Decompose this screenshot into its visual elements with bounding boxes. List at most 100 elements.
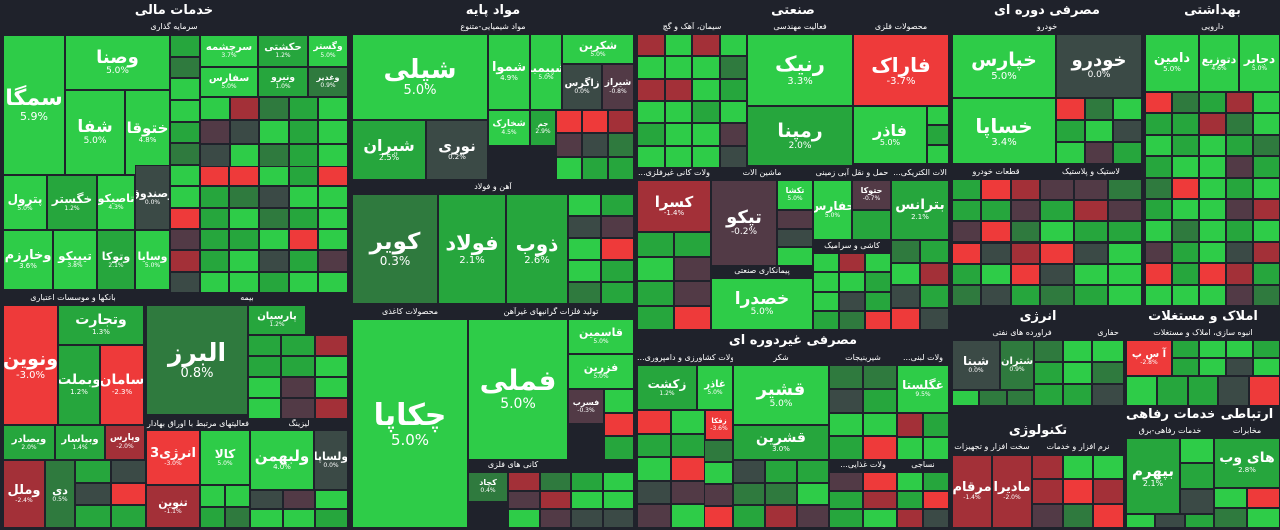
minor-stock-tile[interactable] [719, 145, 747, 168]
minor-stock-tile[interactable] [1126, 376, 1157, 406]
minor-stock-tile[interactable] [765, 460, 797, 483]
minor-stock-tile[interactable] [1092, 362, 1124, 384]
minor-stock-tile[interactable] [719, 101, 747, 124]
minor-stock-tile[interactable] [1145, 113, 1172, 135]
minor-stock-tile[interactable] [1172, 340, 1199, 358]
minor-stock-tile[interactable] [1199, 263, 1226, 285]
minor-stock-tile[interactable] [719, 34, 747, 57]
minor-stock-tile[interactable] [229, 271, 259, 293]
minor-stock-tile[interactable] [200, 143, 230, 167]
stock-tile[interactable]: شپلی 5.0% [352, 34, 488, 120]
minor-stock-tile[interactable] [582, 110, 608, 134]
minor-stock-tile[interactable] [1032, 479, 1063, 504]
minor-stock-tile[interactable] [601, 216, 634, 238]
minor-stock-tile[interactable] [539, 472, 571, 491]
minor-stock-tile[interactable] [1063, 384, 1092, 406]
stock-tile[interactable]: ولساپا 0.0% [314, 430, 348, 490]
minor-stock-tile[interactable] [170, 35, 200, 57]
minor-stock-tile[interactable] [839, 272, 865, 292]
minor-stock-tile[interactable] [1145, 263, 1172, 285]
minor-stock-tile[interactable] [1253, 156, 1280, 178]
minor-stock-tile[interactable] [1172, 177, 1199, 199]
minor-stock-tile[interactable] [863, 388, 897, 413]
minor-stock-tile[interactable] [1010, 179, 1040, 201]
minor-stock-tile[interactable] [671, 504, 705, 528]
minor-stock-tile[interactable] [1172, 156, 1199, 178]
minor-stock-tile[interactable] [813, 272, 839, 292]
minor-stock-tile[interactable] [637, 305, 674, 330]
minor-stock-tile[interactable] [248, 377, 282, 398]
minor-stock-tile[interactable] [288, 97, 319, 121]
minor-stock-tile[interactable] [1253, 340, 1280, 358]
minor-stock-tile[interactable] [797, 482, 829, 506]
minor-stock-tile[interactable] [692, 78, 720, 101]
minor-stock-tile[interactable] [601, 282, 634, 304]
minor-stock-tile[interactable] [1249, 376, 1280, 406]
minor-stock-tile[interactable] [1010, 200, 1040, 222]
minor-stock-tile[interactable] [314, 356, 348, 377]
stock-tile[interactable]: فزرین 5.0% [568, 354, 634, 389]
minor-stock-tile[interactable] [1199, 358, 1226, 376]
minor-stock-tile[interactable] [637, 256, 674, 281]
minor-stock-tile[interactable] [1145, 220, 1172, 242]
minor-stock-tile[interactable] [674, 281, 711, 306]
minor-stock-tile[interactable] [1253, 284, 1280, 306]
minor-stock-tile[interactable] [288, 229, 319, 251]
minor-stock-tile[interactable] [1108, 200, 1142, 222]
sector-title-refahi[interactable]: خدمات رفاهی [1126, 406, 1214, 424]
minor-stock-tile[interactable] [777, 247, 813, 266]
minor-stock-tile[interactable] [314, 398, 348, 419]
minor-stock-tile[interactable] [1214, 508, 1247, 528]
stock-tile[interactable]: تیپیکو 3.8% [53, 230, 97, 290]
minor-stock-tile[interactable] [568, 238, 601, 260]
minor-stock-tile[interactable] [1074, 284, 1108, 306]
minor-stock-tile[interactable] [637, 56, 665, 79]
stock-tile[interactable]: شتران 0.9% [1000, 340, 1034, 390]
minor-stock-tile[interactable] [1172, 358, 1199, 376]
minor-stock-tile[interactable] [1010, 242, 1040, 264]
stock-tile[interactable]: مرقام -1.4% [952, 455, 992, 528]
minor-stock-tile[interactable] [75, 482, 111, 506]
minor-stock-tile[interactable] [259, 120, 289, 144]
minor-stock-tile[interactable] [692, 145, 720, 168]
stock-tile[interactable]: غگلستا 9.5% [897, 365, 949, 413]
sector-title-behdashti[interactable]: بهداشتی [1145, 2, 1280, 20]
minor-stock-tile[interactable] [979, 390, 1007, 406]
minor-stock-tile[interactable] [891, 285, 920, 308]
stock-tile[interactable]: کسرا -1.4% [637, 180, 711, 232]
minor-stock-tile[interactable] [1247, 508, 1280, 528]
minor-stock-tile[interactable] [75, 505, 111, 528]
minor-stock-tile[interactable] [508, 509, 540, 528]
minor-stock-tile[interactable] [839, 310, 865, 331]
minor-stock-tile[interactable] [1253, 220, 1280, 242]
minor-stock-tile[interactable] [923, 436, 949, 460]
minor-stock-tile[interactable] [200, 485, 225, 507]
minor-stock-tile[interactable] [671, 410, 705, 434]
minor-stock-tile[interactable] [1145, 156, 1172, 178]
minor-stock-tile[interactable] [1145, 199, 1172, 221]
minor-stock-tile[interactable] [829, 509, 863, 528]
minor-stock-tile[interactable] [1074, 200, 1108, 222]
minor-stock-tile[interactable] [1010, 263, 1040, 285]
minor-stock-tile[interactable] [539, 490, 571, 510]
minor-stock-tile[interactable] [1199, 340, 1226, 358]
minor-stock-tile[interactable] [981, 200, 1011, 222]
stock-tile[interactable]: وغدیر 0.9% [308, 67, 348, 97]
minor-stock-tile[interactable] [318, 97, 348, 121]
stock-tile[interactable]: تاصیکو 4.3% [97, 175, 135, 230]
minor-stock-tile[interactable] [813, 291, 839, 311]
stock-tile[interactable]: ختوقا 4.8% [125, 90, 170, 175]
minor-stock-tile[interactable] [1032, 455, 1063, 480]
minor-stock-tile[interactable] [692, 101, 720, 124]
minor-stock-tile[interactable] [229, 143, 260, 167]
minor-stock-tile[interactable] [865, 253, 891, 273]
minor-stock-tile[interactable] [829, 472, 863, 491]
minor-stock-tile[interactable] [110, 482, 146, 506]
minor-stock-tile[interactable] [1226, 284, 1253, 306]
minor-stock-tile[interactable] [1062, 455, 1094, 480]
minor-stock-tile[interactable] [604, 412, 634, 437]
minor-stock-tile[interactable] [1172, 113, 1199, 135]
minor-stock-tile[interactable] [281, 398, 315, 419]
minor-stock-tile[interactable] [692, 56, 720, 79]
minor-stock-tile[interactable] [1010, 221, 1040, 243]
